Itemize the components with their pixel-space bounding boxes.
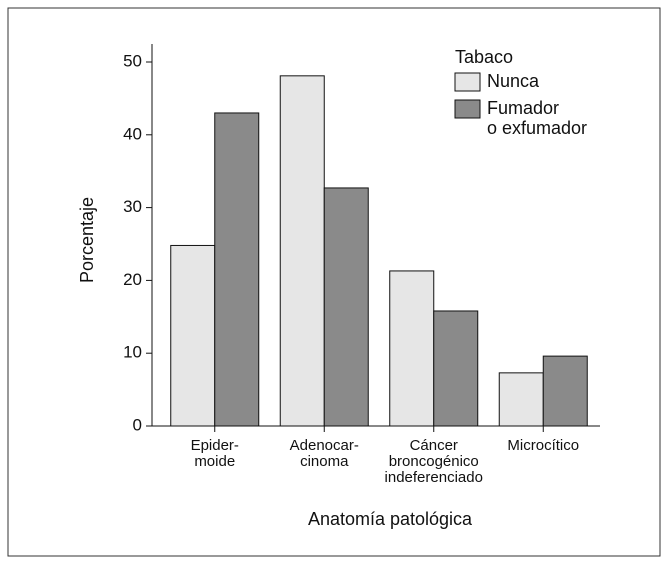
y-tick-label: 0 [133,415,142,434]
bar [170,244,216,427]
x-tick-label: Adenocar-cinoma [290,437,359,470]
bar [323,187,369,427]
bar [389,270,435,427]
bar [498,372,544,427]
legend-swatch [454,72,481,92]
legend-label: Fumador o exfumador [487,98,587,138]
y-tick-label: 50 [123,51,142,70]
y-axis-title: Porcentaje [77,197,97,283]
x-tick-label: Cáncer broncogénico indeferenciado [385,437,483,486]
legend-title: Tabaco [455,47,513,67]
y-tick-label: 20 [123,270,142,289]
x-axis-title: Anatomía patológica [308,509,473,529]
bar [433,310,479,427]
bar [214,112,260,427]
y-tick-label: 30 [123,197,142,216]
y-tick-label: 10 [123,343,142,362]
y-tick-label: 40 [123,124,142,143]
frame [7,7,661,557]
x-tick-label: Epider-moide [191,437,239,470]
bar [279,75,325,427]
legend-label: Nunca [487,71,540,91]
bar [542,355,588,427]
legend-swatch [454,99,481,119]
x-tick-label: Microcítico [507,437,579,454]
